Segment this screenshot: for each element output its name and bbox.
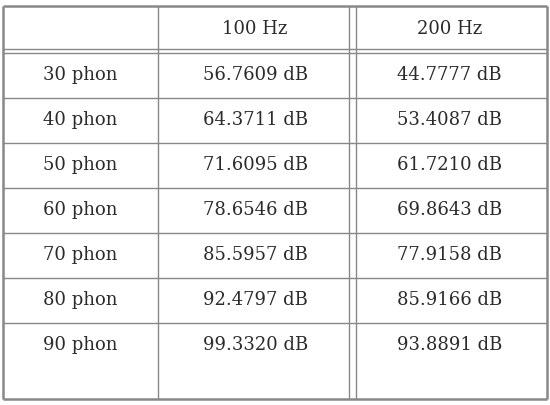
Text: 100 Hz: 100 Hz — [222, 19, 288, 38]
Text: 99.3320 dB: 99.3320 dB — [202, 336, 308, 354]
Text: 78.6546 dB: 78.6546 dB — [202, 201, 307, 219]
Text: 85.9166 dB: 85.9166 dB — [397, 291, 502, 309]
Text: 69.8643 dB: 69.8643 dB — [397, 201, 502, 219]
Text: 70 phon: 70 phon — [43, 246, 118, 264]
Text: 30 phon: 30 phon — [43, 66, 118, 84]
Text: 56.7609 dB: 56.7609 dB — [202, 66, 307, 84]
Text: 80 phon: 80 phon — [43, 291, 118, 309]
Text: 64.3711 dB: 64.3711 dB — [202, 111, 307, 129]
Text: 93.8891 dB: 93.8891 dB — [397, 336, 503, 354]
Text: 71.6095 dB: 71.6095 dB — [202, 156, 307, 174]
Text: 53.4087 dB: 53.4087 dB — [397, 111, 502, 129]
Text: 90 phon: 90 phon — [43, 336, 118, 354]
Text: 77.9158 dB: 77.9158 dB — [397, 246, 502, 264]
Text: 40 phon: 40 phon — [43, 111, 118, 129]
Text: 60 phon: 60 phon — [43, 201, 118, 219]
Text: 44.7777 dB: 44.7777 dB — [398, 66, 502, 84]
Text: 50 phon: 50 phon — [43, 156, 118, 174]
Text: 61.7210 dB: 61.7210 dB — [397, 156, 502, 174]
Text: 85.5957 dB: 85.5957 dB — [203, 246, 307, 264]
Text: 92.4797 dB: 92.4797 dB — [203, 291, 307, 309]
Text: 200 Hz: 200 Hz — [417, 19, 482, 38]
